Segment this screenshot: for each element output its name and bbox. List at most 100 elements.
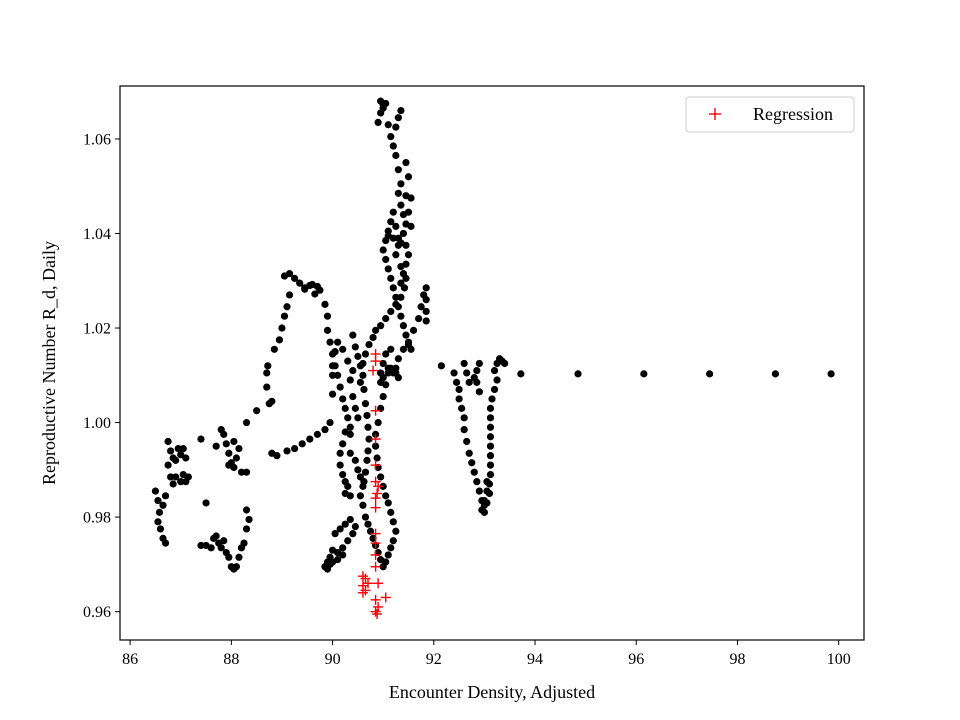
data-point — [159, 501, 167, 509]
data-point — [154, 496, 162, 505]
data-point — [278, 324, 286, 332]
data-point — [220, 537, 228, 545]
data-point — [197, 435, 205, 443]
regression-point — [370, 549, 381, 560]
regression-point — [370, 606, 381, 617]
data-point — [382, 255, 390, 264]
data-point — [473, 366, 481, 375]
data-point — [399, 229, 408, 238]
data-point — [207, 544, 215, 552]
data-point — [328, 362, 337, 370]
data-point — [384, 551, 392, 559]
data-point — [364, 520, 372, 528]
regression-point — [370, 594, 381, 605]
data-point — [371, 442, 380, 450]
data-point — [475, 388, 483, 396]
data-point — [463, 437, 471, 446]
data-point — [291, 444, 299, 453]
data-point — [336, 525, 344, 533]
data-point — [296, 279, 304, 287]
data-point — [364, 423, 372, 431]
data-point — [225, 553, 233, 561]
data-point — [486, 442, 495, 450]
data-point — [344, 357, 352, 365]
data-point — [354, 414, 362, 422]
y-tick-label: 0.96 — [83, 604, 111, 621]
data-point — [212, 532, 220, 540]
regression-point — [357, 587, 368, 598]
data-point — [415, 314, 423, 323]
data-point — [480, 496, 489, 505]
data-point — [235, 444, 243, 453]
data-point — [384, 227, 392, 235]
x-tick-label: 98 — [729, 651, 745, 668]
data-point — [235, 553, 243, 561]
data-point — [174, 444, 182, 453]
data-point — [182, 454, 190, 462]
data-point — [361, 400, 370, 408]
data-point — [280, 312, 289, 320]
data-point — [397, 262, 405, 271]
data-point — [349, 331, 357, 339]
data-point — [361, 468, 370, 476]
data-point — [379, 482, 387, 490]
data-point — [486, 461, 495, 469]
data-point — [331, 530, 339, 538]
data-point — [363, 411, 371, 420]
data-point — [384, 499, 392, 507]
data-point — [371, 326, 380, 334]
data-point — [354, 466, 362, 474]
data-point — [232, 563, 241, 571]
data-point — [364, 447, 372, 455]
data-point — [404, 208, 413, 216]
data-point — [640, 370, 648, 378]
data-point — [402, 274, 410, 282]
data-point — [374, 118, 382, 126]
data-point — [417, 303, 425, 311]
data-point — [463, 369, 471, 377]
data-point — [392, 527, 400, 535]
data-point — [387, 218, 395, 226]
data-point — [172, 456, 180, 464]
data-point — [452, 378, 461, 386]
data-point — [407, 194, 415, 202]
x-tick-label: 100 — [827, 651, 851, 668]
data-point — [339, 395, 347, 403]
data-point — [326, 338, 334, 346]
data-point — [394, 241, 402, 249]
x-tick-label: 88 — [223, 651, 239, 668]
data-point — [155, 508, 164, 516]
data-point — [164, 437, 172, 446]
y-axis-label: Reproductive Number R_d, Daily — [39, 241, 59, 485]
data-point — [361, 513, 370, 521]
data-point — [455, 385, 463, 394]
data-point — [387, 508, 395, 516]
regression-point — [370, 460, 381, 471]
data-point — [346, 423, 354, 431]
data-point — [172, 473, 180, 481]
data-point — [397, 279, 405, 287]
data-point — [373, 454, 381, 462]
regression-point — [370, 476, 381, 487]
x-axis-label: Encounter Density, Adjusted — [389, 682, 595, 702]
data-point — [465, 449, 473, 457]
data-point — [377, 473, 385, 481]
legend-box — [685, 96, 855, 133]
y-tick-label: 1.06 — [83, 131, 111, 148]
data-point — [455, 395, 463, 403]
data-point — [437, 362, 445, 370]
data-point — [264, 362, 272, 370]
data-point — [392, 123, 400, 131]
data-point — [328, 390, 337, 398]
data-point — [387, 345, 395, 353]
data-point — [253, 407, 261, 415]
data-point — [486, 470, 495, 479]
data-point — [486, 433, 495, 441]
data-point — [384, 364, 392, 372]
data-point — [490, 385, 499, 394]
data-point — [323, 312, 332, 320]
regression-point — [357, 571, 368, 582]
data-point — [422, 307, 430, 316]
regression-point — [368, 365, 379, 376]
